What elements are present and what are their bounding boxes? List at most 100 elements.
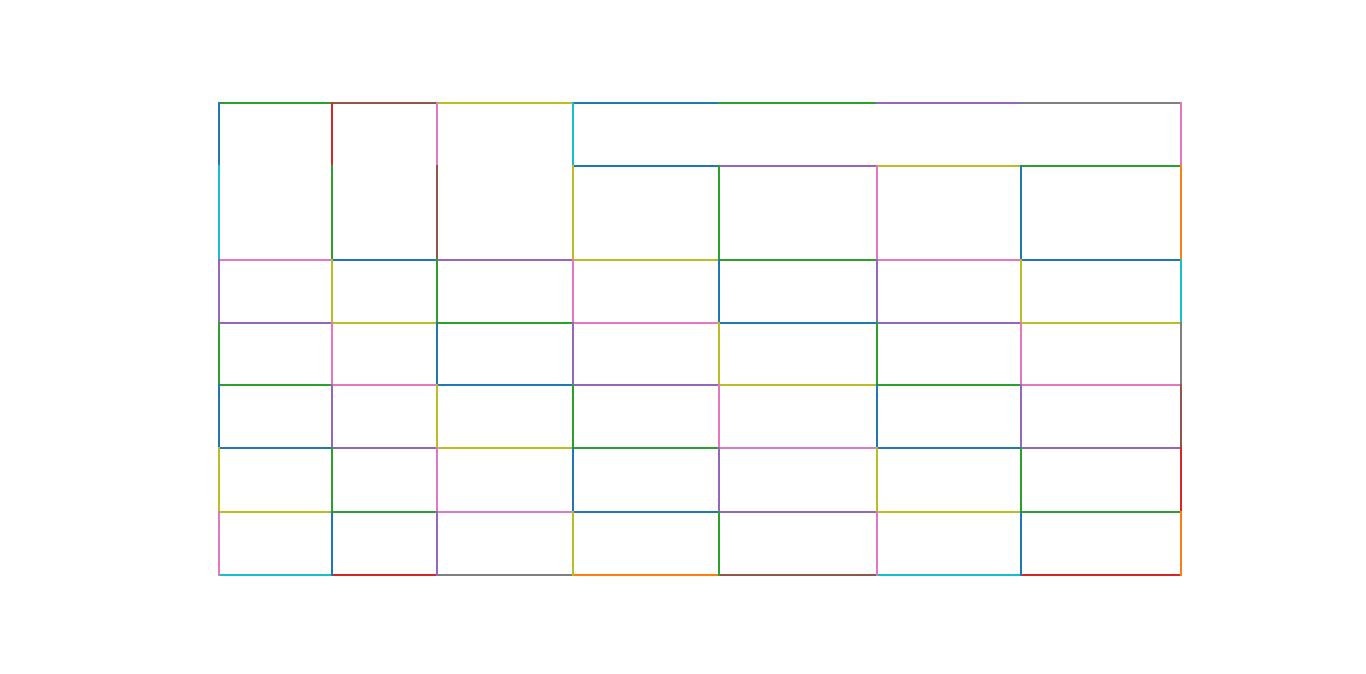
grid-line-v [1020,259,1022,324]
grid-line-v [218,259,220,324]
grid-line-h [718,165,878,167]
grid-line-v [218,102,220,167]
grid-line-h [876,259,1022,261]
grid-line-v [572,384,574,449]
grid-line-v [1180,447,1182,513]
grid-line-h [1020,574,1182,576]
grid-line-h [436,102,574,104]
grid-line-h [876,165,1022,167]
grid-line-v [1020,322,1022,386]
grid-line-v [436,102,438,167]
grid-line-h [876,322,1022,324]
grid-line-h [572,102,720,104]
grid-line-h [718,259,878,261]
grid-line-h [718,102,878,104]
grid-line-h [572,574,720,576]
grid-line-h [876,102,1022,104]
grid-line-h [331,322,438,324]
grid-line-h [572,259,720,261]
grid-line-v [718,384,720,449]
grid-line-h [572,322,720,324]
grid-line-v [331,322,333,386]
grid-line-h [436,447,574,449]
grid-line-v [436,165,438,261]
grid-line-h [436,322,574,324]
grid-line-h [218,102,333,104]
grid-line-v [218,511,220,576]
grid-line-v [331,165,333,261]
grid-line-v [876,511,878,576]
grid-line-v [1180,384,1182,449]
grid-line-h [1020,259,1182,261]
grid-line-v [718,322,720,386]
grid-line-v [572,511,574,576]
grid-line-h [718,384,878,386]
grid-line-v [876,447,878,513]
grid-line-h [876,447,1022,449]
grid-line-v [331,384,333,449]
grid-line-h [331,259,438,261]
grid-line-v [1180,165,1182,261]
grid-line-h [718,447,878,449]
grid-line-v [218,165,220,261]
grid-line-h [1020,102,1182,104]
grid-line-v [1020,447,1022,513]
grid-line-v [876,384,878,449]
grid-line-h [572,165,720,167]
grid-line-h [331,511,438,513]
grid-line-v [218,322,220,386]
grid-line-v [718,259,720,324]
grid-line-v [436,447,438,513]
grid-line-v [1020,511,1022,576]
grid-line-h [218,574,333,576]
grid-line-v [876,259,878,324]
grid-line-h [718,574,878,576]
grid-line-v [572,322,574,386]
grid-line-h [331,102,438,104]
grid-line-v [718,165,720,261]
grid-line-v [331,102,333,167]
grid-line-v [436,322,438,386]
grid-line-v [1180,322,1182,386]
grid-line-v [218,384,220,449]
grid-line-v [572,447,574,513]
grid-line-v [436,259,438,324]
grid-line-h [1020,511,1182,513]
grid-line-h [331,574,438,576]
grid-line-h [218,384,333,386]
grid-line-h [876,574,1022,576]
grid-line-v [331,447,333,513]
grid-line-h [218,511,333,513]
grid-line-v [436,511,438,576]
grid-line-v [331,511,333,576]
grid-line-v [218,447,220,513]
grid-line-v [1180,511,1182,576]
grid-line-v [876,165,878,261]
grid-line-v [331,259,333,324]
grid-line-h [331,447,438,449]
grid-line-h [718,322,878,324]
grid-line-h [876,511,1022,513]
grid-line-h [1020,165,1182,167]
grid-line-h [572,511,720,513]
grid-line-v [1180,259,1182,324]
grid-line-h [1020,322,1182,324]
grid-line-h [218,447,333,449]
grid-line-h [718,511,878,513]
grid-line-h [876,384,1022,386]
grid-line-v [718,447,720,513]
grid-line-v [1020,165,1022,261]
grid-line-h [1020,447,1182,449]
grid-line-v [718,511,720,576]
grid-line-v [1020,384,1022,449]
grid-line-v [572,165,574,261]
grid-line-h [572,384,720,386]
grid-line-v [572,259,574,324]
grid-line-v [876,322,878,386]
grid-line-h [436,574,574,576]
grid-line-v [436,384,438,449]
grid-line-h [331,384,438,386]
grid-line-h [436,511,574,513]
grid-line-h [436,384,574,386]
